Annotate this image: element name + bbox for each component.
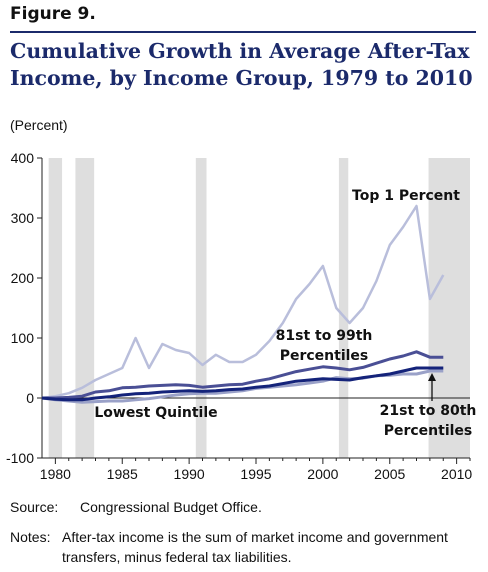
chart-title: Cumulative Growth in Average After-Tax I… <box>10 39 473 90</box>
x-tick-label-1980: 1980 <box>40 466 71 482</box>
y-axis-unit-label: (Percent) <box>10 117 68 133</box>
notes-line: Notes: After-tax income is the sum of mar… <box>10 527 472 567</box>
y-tick-label--100: -100 <box>6 450 34 466</box>
series-line-top-1-percent <box>41 204 445 400</box>
x-tick-label-1985: 1985 <box>107 466 138 482</box>
y-tick-label-100: 100 <box>11 330 35 346</box>
shaded-period-0 <box>48 158 63 458</box>
shaded-period-3 <box>338 158 349 458</box>
y-tick-label-200: 200 <box>11 270 35 286</box>
pointer-arrow-head <box>428 373 436 381</box>
shaded-period-1 <box>75 158 95 458</box>
x-tick-label-1995: 1995 <box>240 466 271 482</box>
series-label-top-1-percent: Top 1 Percent <box>352 188 460 204</box>
series-label-lowest-quintile: Lowest Quintile <box>94 405 217 421</box>
line-chart: -100 0 100 200 300 400 1980 1985 1990 1995 2000 200… <box>6 150 477 482</box>
series-line-81st-to-99th-percentiles <box>42 350 444 400</box>
x-tick-label-2005: 2005 <box>374 466 405 482</box>
y-tick-label-300: 300 <box>11 210 35 226</box>
source-text: Congressional Budget Office. <box>80 499 262 515</box>
notes-text: After-tax income is the sum of market in… <box>62 529 448 565</box>
y-tick-label-400: 400 <box>11 150 35 166</box>
shaded-period-2 <box>195 158 207 458</box>
x-tick-label-1990: 1990 <box>174 466 205 482</box>
figure-label: Figure 9. <box>10 4 96 24</box>
notes-label: Notes: <box>10 529 51 545</box>
shaded-period-4 <box>428 158 470 458</box>
y-tick-label-0: 0 <box>26 390 34 406</box>
series-label-21st-to-80th-percentiles: 21st to 80th Percentiles <box>380 403 477 439</box>
x-tick-label-2010: 2010 <box>441 466 472 482</box>
title-rule <box>10 31 476 33</box>
series-label-81st-to-99th-percentiles: 81st to 99th Percentiles <box>276 328 373 364</box>
series-line-21st-to-80th-percentiles <box>41 366 444 402</box>
source-label: Source: <box>10 499 59 515</box>
x-tick-label-2000: 2000 <box>307 466 338 482</box>
source-line: Source: Congressional Budget Office. <box>10 499 262 515</box>
